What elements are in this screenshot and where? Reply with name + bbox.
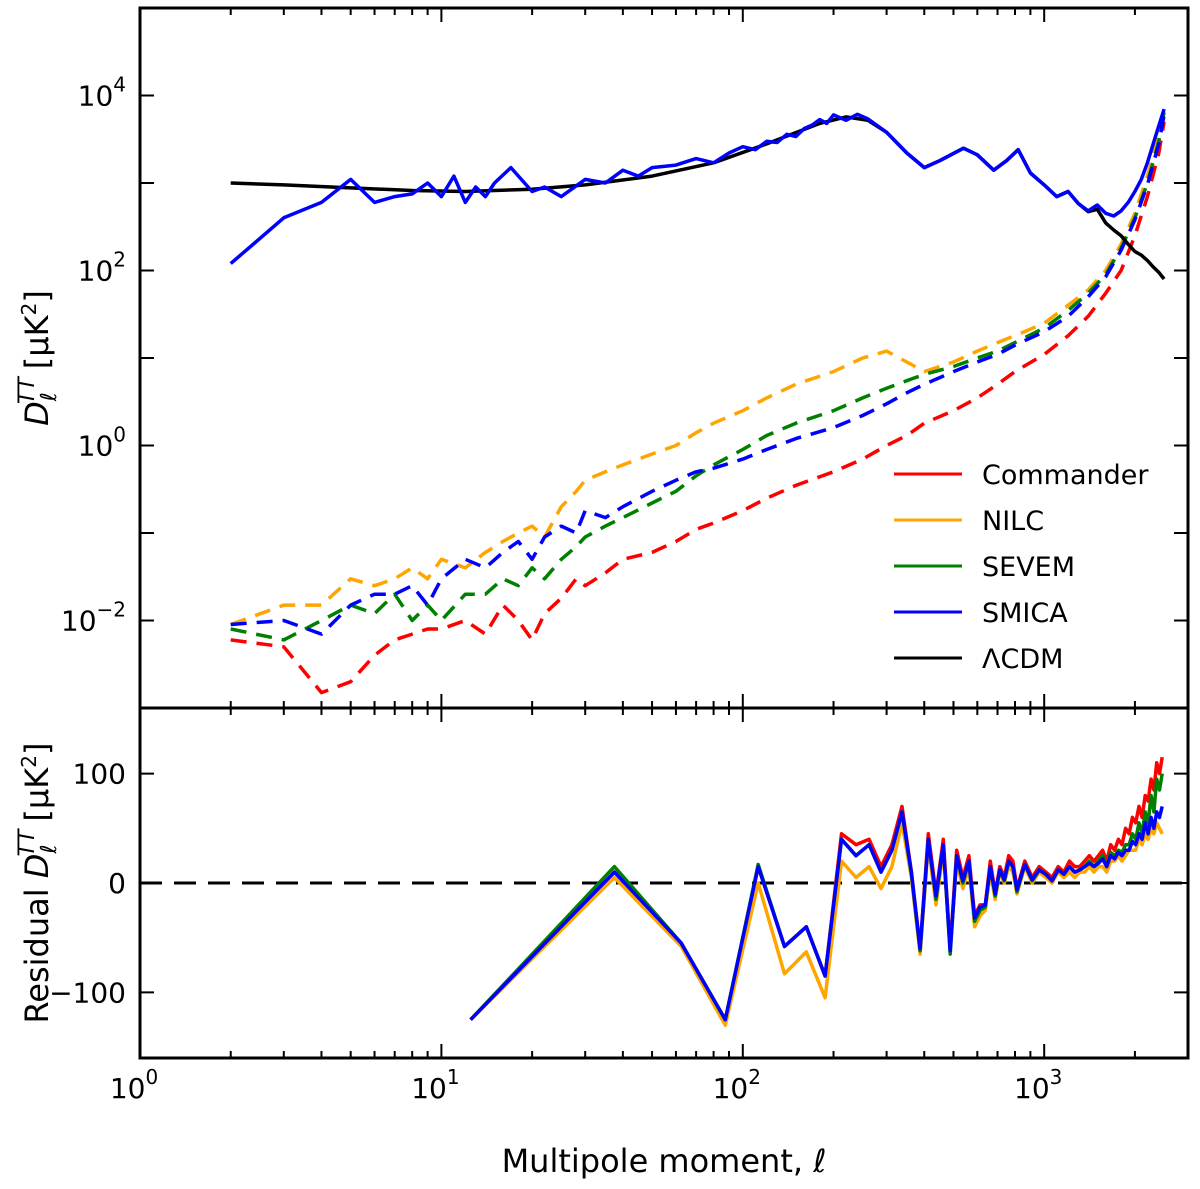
y-tick-label: 104 — [78, 73, 126, 113]
spectrum-plot-area — [229, 108, 1166, 695]
residual-ylabel-unit-pre: [μK — [18, 767, 56, 822]
ylabel-sub: ℓ — [37, 392, 62, 402]
spectrum-lines — [229, 108, 1166, 281]
x-axis-title: Multipole moment, ℓ — [502, 1142, 827, 1180]
series-line-smica-foreground — [230, 114, 1166, 636]
foreground-residual-lines — [230, 108, 1166, 695]
xlabel-text: Multipole moment, — [502, 1142, 814, 1180]
residual-y-axis-title: Residual DℓTT [μK2] — [15, 743, 62, 1024]
legend-label-sevem: SEVEM — [982, 552, 1075, 583]
spectrum-y-axis-title: DℓTT [μK2] — [15, 290, 62, 426]
ylabel-unit-sup: 2 — [17, 303, 41, 316]
residual-y-tick-labels: −100 0 100 — [49, 758, 126, 1010]
residual-ylabel-symbol: D — [18, 854, 56, 879]
ylabel-unit-pre: [μK — [18, 314, 56, 369]
y-tick-label: 0 — [108, 867, 126, 900]
y-tick-label: −100 — [49, 976, 126, 1009]
series-line-nilc-foreground — [230, 108, 1166, 627]
ylabel-symbol: D — [18, 401, 56, 426]
residual-line-nilc — [469, 821, 1164, 1027]
residual-ylabel-unit-sup: 2 — [17, 755, 41, 768]
x-tick-label: 100 — [110, 1065, 158, 1105]
spectrum-panel: 10−2 100 102 104 DℓTT [μK2] Commander NILC S… — [15, 6, 1190, 710]
x-tick-label: 103 — [1014, 1065, 1062, 1105]
legend-label-nilc: NILC — [982, 506, 1044, 537]
residual-line-sevem — [469, 773, 1164, 1022]
y-tick-label: 102 — [78, 248, 126, 288]
series-line-commander-foreground — [230, 121, 1166, 695]
residual-line-smica — [469, 805, 1164, 1022]
y-tick-label: 10−2 — [61, 598, 126, 638]
legend: Commander NILC SEVEM SMICA ΛCDM — [894, 460, 1149, 675]
residual-ylabel-pre: Residual — [18, 878, 56, 1023]
x-tick-label: 102 — [713, 1065, 761, 1105]
residual-axes-frame — [138, 706, 1190, 1060]
spectrum-y-tick-labels: 10−2 100 102 104 — [61, 73, 126, 638]
residual-ylabel-unit-post: ] — [18, 743, 56, 755]
ylabel-unit-post: ] — [18, 290, 56, 302]
x-tick-labels: 100 101 102 103 — [110, 1065, 1063, 1105]
x-tick-label: 101 — [411, 1065, 459, 1105]
legend-label-smica: SMICA — [982, 598, 1068, 629]
legend-label-commander: Commander — [982, 460, 1149, 491]
residual-lines — [469, 756, 1164, 1027]
ylabel-sup: TT — [15, 376, 40, 404]
y-tick-label: 100 — [78, 423, 126, 463]
xlabel-symbol: ℓ — [812, 1142, 826, 1180]
y-tick-label: 100 — [73, 758, 126, 791]
residual-plot-area — [140, 756, 1188, 1027]
legend-label-lcdm: ΛCDM — [982, 644, 1063, 675]
residual-ylabel-sup: TT — [15, 828, 40, 856]
residual-ylabel-sub: ℓ — [37, 844, 62, 854]
series-line-smica-spectrum — [229, 108, 1166, 265]
series-line-sevem-foreground — [230, 111, 1166, 642]
